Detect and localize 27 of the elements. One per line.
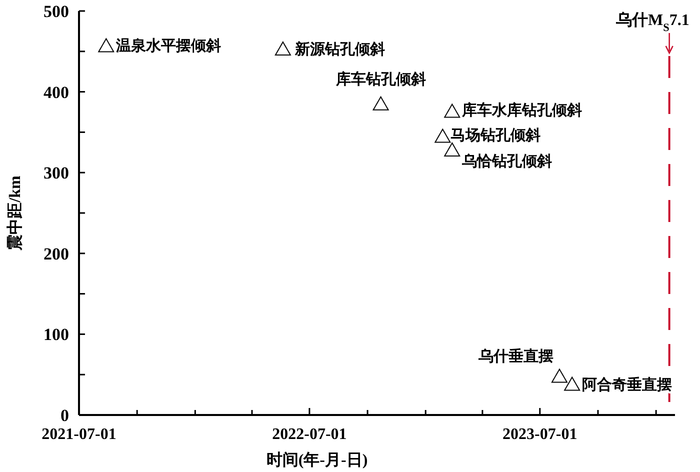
annotation: 马场钻孔倾斜 [450, 127, 541, 144]
point [444, 104, 460, 118]
point [98, 38, 114, 52]
annotation: 库车水库钻孔倾斜 [461, 101, 582, 120]
x-tick-label: 2021-07-01 [42, 426, 116, 443]
x-tick-label: 2022-07-01 [272, 426, 347, 443]
annotation: 库车钻孔倾斜 [334, 70, 426, 88]
annotation: 乌什垂直摆 [477, 348, 554, 366]
y-tick-label: 100 [44, 325, 69, 344]
point [372, 96, 389, 110]
point [564, 376, 580, 391]
annotation: 乌恰钻孔倾斜 [461, 152, 552, 170]
y-tick-label: 500 [44, 2, 69, 21]
y-tick-label: 400 [44, 82, 69, 102]
point [551, 368, 568, 383]
y-tick-label: 300 [44, 164, 69, 183]
point [434, 128, 451, 143]
x-axis-title: 时间(年-月-日) [266, 451, 368, 469]
y-axis-title: 震中距/km [6, 174, 24, 252]
y-tick-label: 0 [60, 406, 69, 425]
ref-line-label: 乌什M$_{S}$7.1 [614, 11, 690, 34]
y-tick-label: 200 [44, 244, 69, 264]
annotation: 新源钻孔倾斜 [294, 40, 385, 58]
point [274, 41, 291, 56]
x-tick-label: 2023-07-01 [502, 426, 578, 443]
point [444, 142, 460, 156]
annotation: 温泉水平摆倾斜 [115, 38, 222, 55]
